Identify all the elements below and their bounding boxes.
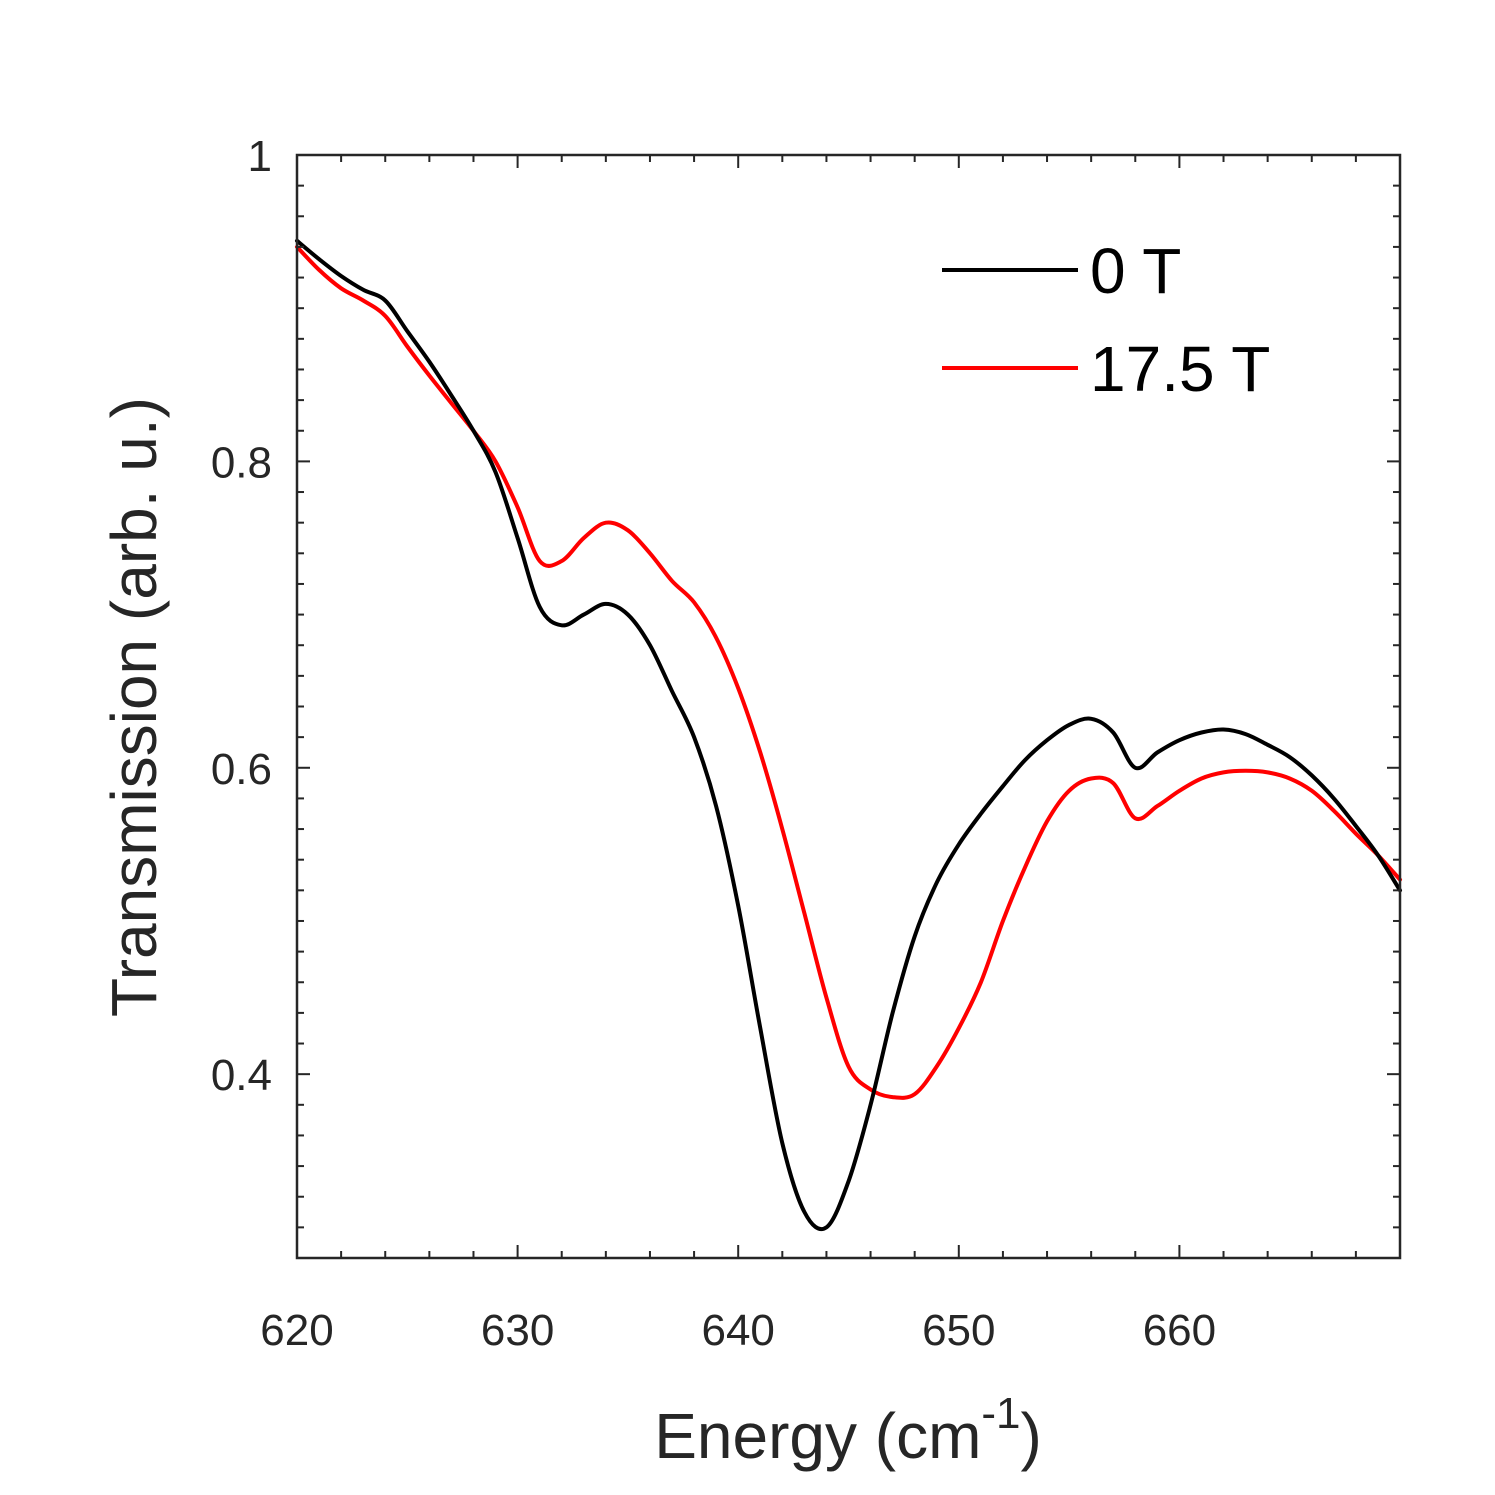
series-line-17-5T (295, 244, 1402, 1100)
x-axis-title: Energy (cm-1) (654, 1389, 1042, 1472)
x-axis-title-superscript: -1 (981, 1389, 1020, 1438)
axes-box (295, 153, 1402, 1260)
y-tick-label: 1 (248, 132, 272, 181)
legend: 0 T 17.5 T (942, 235, 1270, 405)
legend-label: 17.5 T (1090, 333, 1270, 405)
y-tick-labels: 0.4 0.6 0.8 1 (211, 132, 272, 1100)
x-tick-label: 660 (1143, 1306, 1216, 1355)
y-tick-label: 0.4 (211, 1051, 272, 1100)
x-axis-title-text: Energy (cm (654, 1400, 981, 1472)
x-tick-labels: 620 630 640 650 660 (260, 1306, 1216, 1355)
series-layer (295, 238, 1402, 1232)
x-tick-label: 620 (260, 1306, 333, 1355)
y-tick-label: 0.8 (211, 438, 272, 487)
y-axis-title: Transmission (arb. u.) (98, 397, 170, 1017)
x-tick-label: 640 (701, 1306, 774, 1355)
axes-background (297, 155, 1400, 1258)
x-axis-title-suffix: ) (1021, 1400, 1042, 1472)
legend-label: 0 T (1090, 235, 1181, 307)
x-tick-label: 630 (481, 1306, 554, 1355)
y-tick-label: 0.6 (211, 745, 272, 794)
plot-area (297, 155, 1400, 1258)
series-line-0T (295, 238, 1402, 1232)
x-tick-label: 650 (922, 1306, 995, 1355)
